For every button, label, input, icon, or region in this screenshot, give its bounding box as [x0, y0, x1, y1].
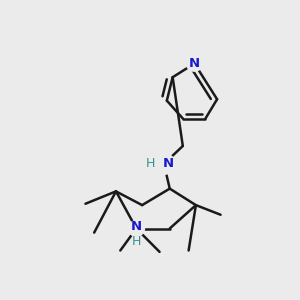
- Circle shape: [153, 153, 175, 174]
- Text: N: N: [189, 57, 200, 70]
- Circle shape: [128, 221, 145, 236]
- Text: H: H: [146, 158, 155, 170]
- Circle shape: [186, 56, 203, 71]
- Text: N: N: [131, 220, 142, 233]
- Text: N: N: [163, 158, 174, 170]
- Text: H: H: [132, 235, 141, 248]
